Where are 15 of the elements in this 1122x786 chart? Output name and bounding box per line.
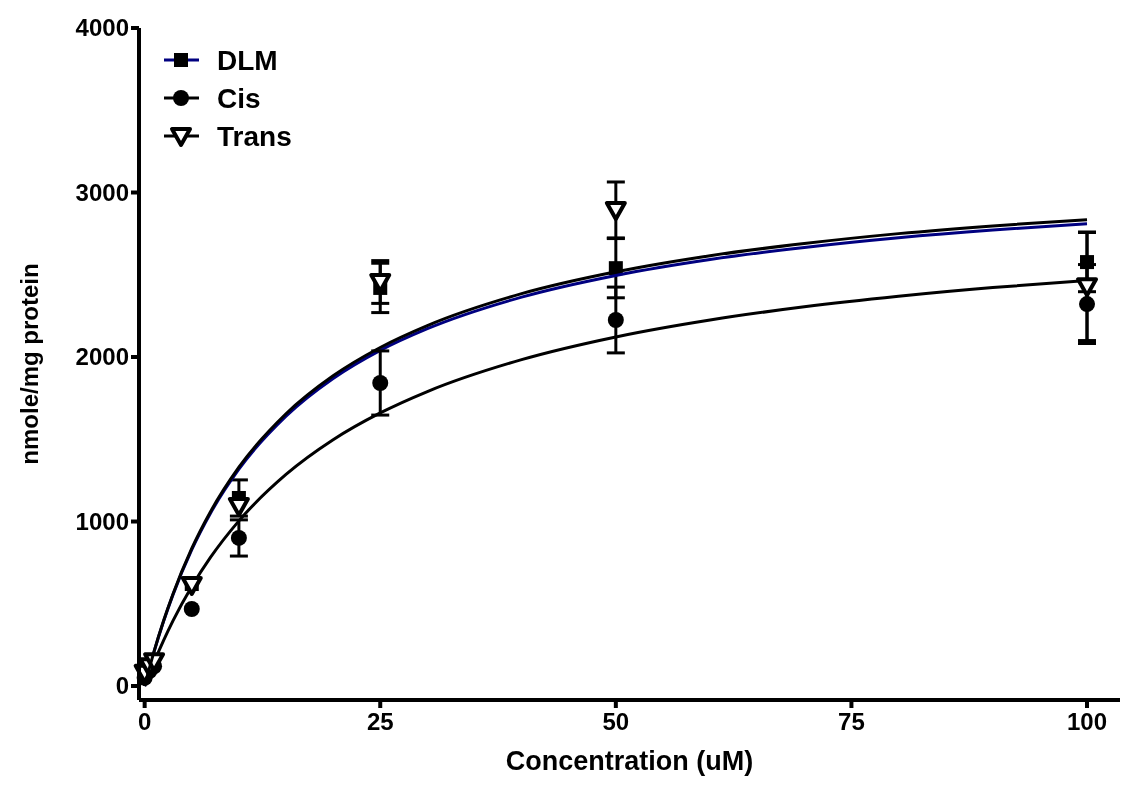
y-tick-label: 4000 — [75, 14, 129, 41]
legend-label: DLM — [217, 45, 278, 76]
y-tick-label: 1000 — [75, 507, 129, 535]
y-axis-title: nmole/mg protein — [16, 263, 43, 465]
x-tick-label: 0 — [137, 708, 152, 735]
x-tick-label: 75 — [838, 708, 865, 735]
x-axis-title: Concentration (uM) — [505, 746, 754, 776]
x-tick-label: 100 — [1066, 708, 1108, 735]
y-tick-label: 0 — [115, 672, 129, 700]
y-tick-label: 2000 — [75, 343, 129, 371]
legend-label: Trans — [217, 121, 292, 152]
x-tick-label: 50 — [602, 708, 630, 735]
y-tick-label: 3000 — [75, 178, 129, 206]
legend-label: Cis — [217, 83, 261, 114]
x-tick-label: 25 — [366, 708, 394, 735]
